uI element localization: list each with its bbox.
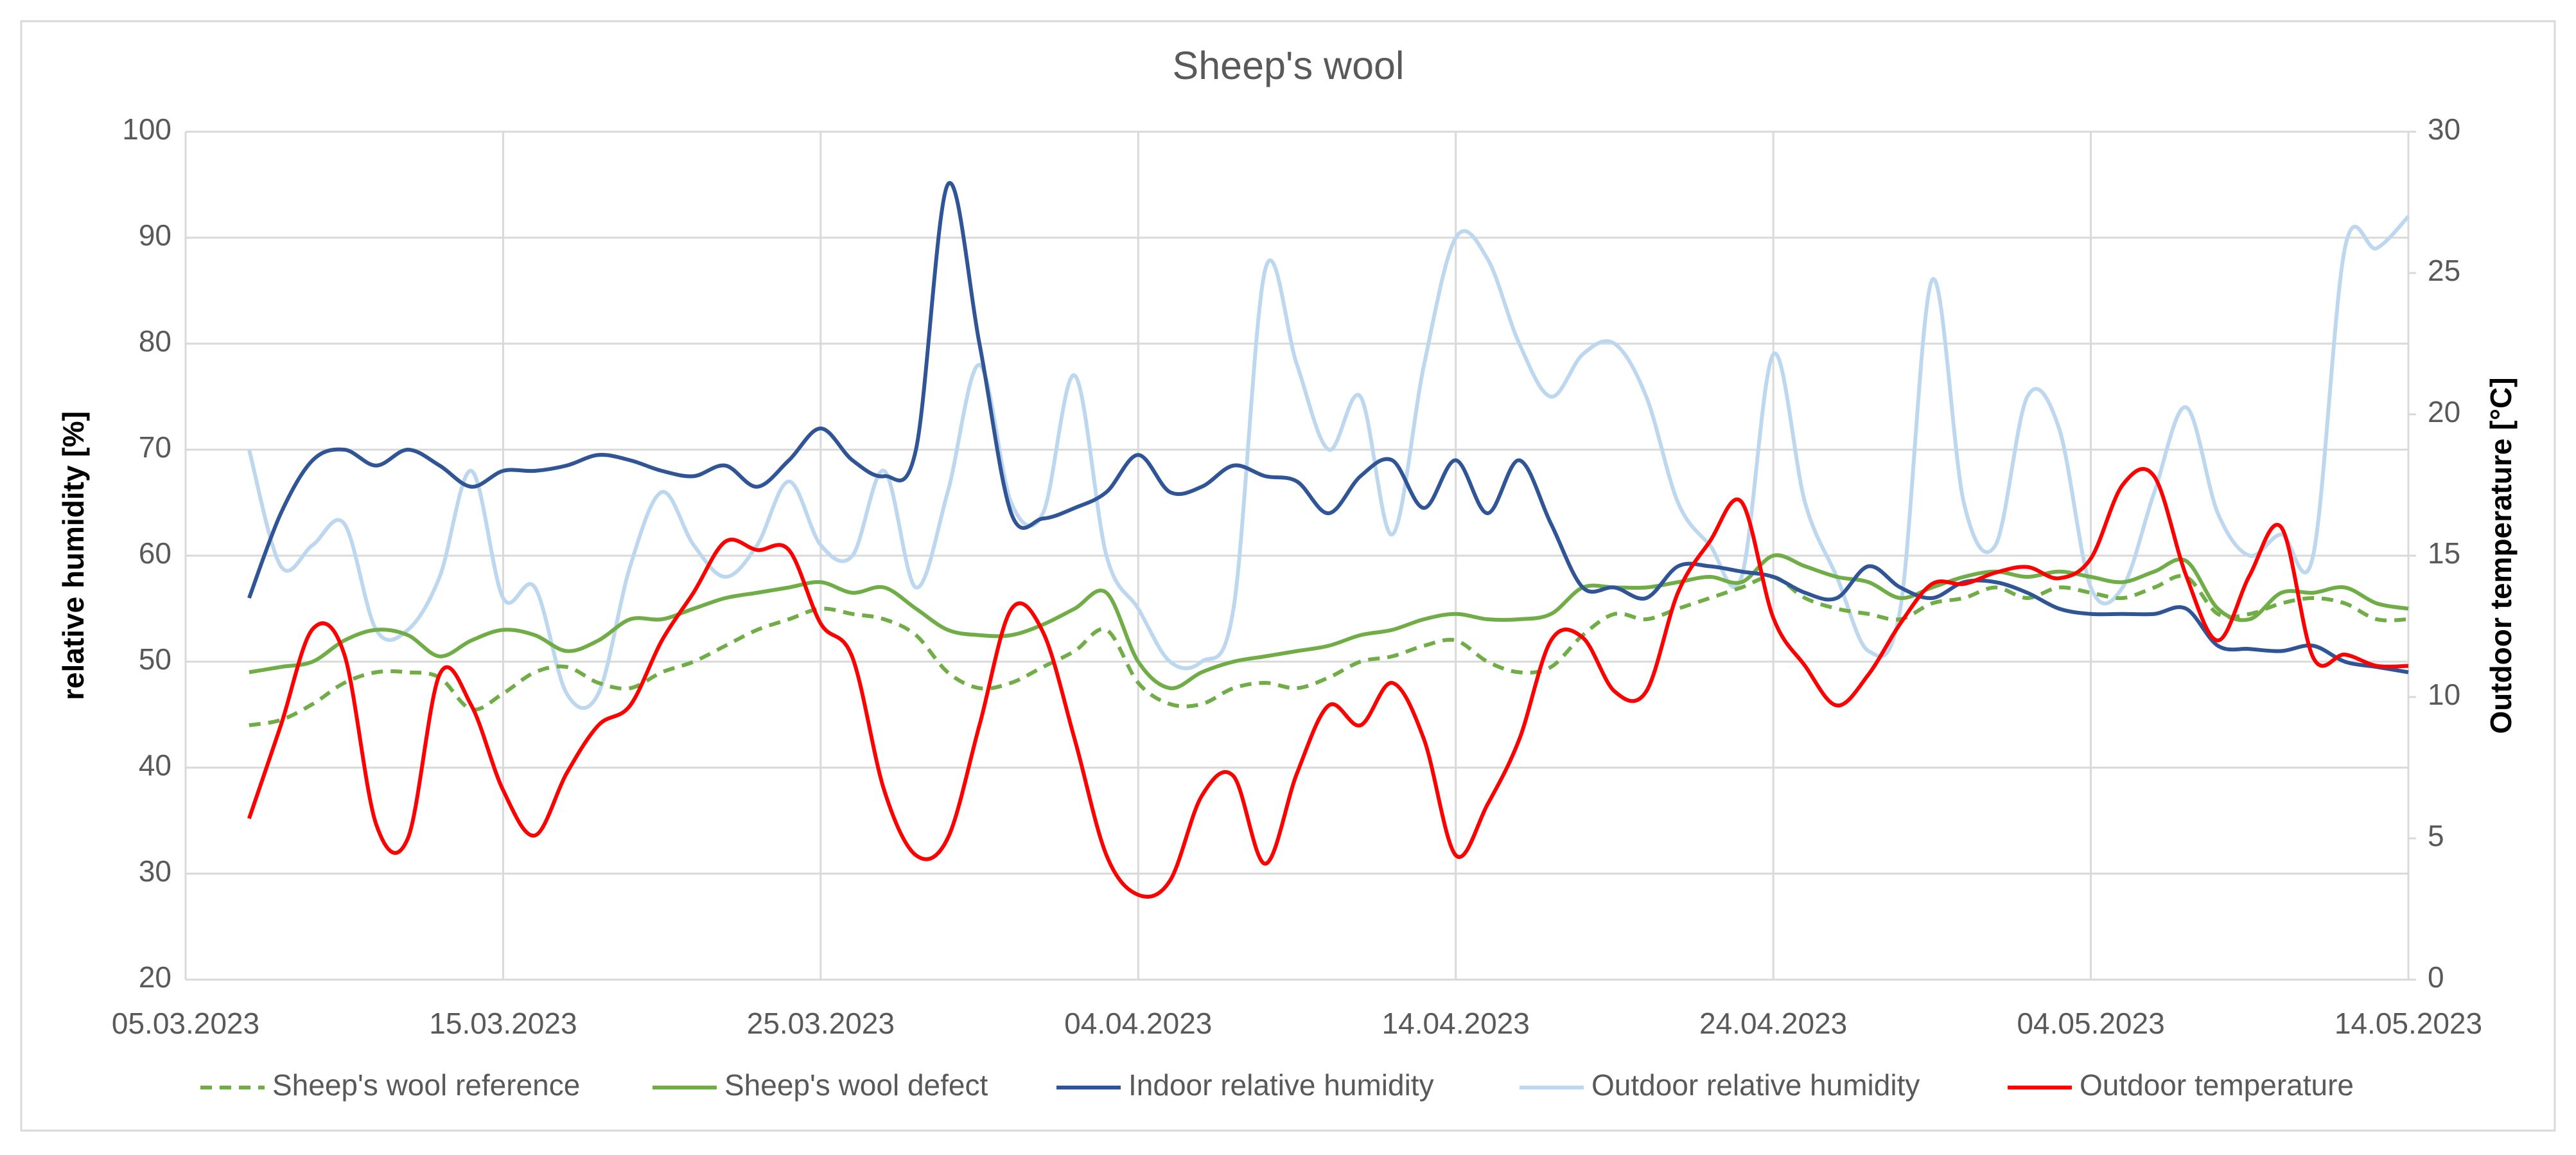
y-tick-label: 30 (139, 854, 171, 888)
series-line (247, 467, 2409, 899)
x-tick-label: 25.03.2023 (747, 1007, 895, 1040)
legend-label: Outdoor relative humidity (1591, 1068, 1920, 1102)
y-tick-label: 50 (139, 642, 171, 676)
chart-border (20, 20, 2556, 1132)
y-tick-label: 80 (139, 324, 171, 358)
x-tick-label: 24.04.2023 (1699, 1007, 1847, 1040)
legend-label: Sheep's wool defect (724, 1068, 988, 1102)
y-tick-label: 20 (139, 960, 171, 994)
series-line (249, 553, 2409, 691)
legend-label: Outdoor temperature (2080, 1068, 2354, 1102)
chart-title: Sheep's wool (1173, 44, 1405, 87)
x-tick-label: 14.04.2023 (1382, 1007, 1530, 1040)
y-tick-label: 90 (139, 218, 171, 252)
legend-label: Indoor relative humidity (1128, 1068, 1434, 1102)
series-line (247, 181, 2409, 674)
x-tick-label: 04.05.2023 (2017, 1007, 2164, 1040)
y2-axis-title: Outdoor temperature [°C] (2484, 377, 2518, 734)
y2-tick-label: 5 (2428, 819, 2444, 852)
y2-tick-label: 0 (2428, 960, 2444, 994)
y-axis-title: relative humidity [%] (57, 411, 90, 700)
y2-tick-label: 15 (2428, 536, 2460, 570)
x-tick-label: 14.05.2023 (2335, 1007, 2482, 1040)
y-tick-label: 60 (139, 536, 171, 570)
y2-tick-label: 25 (2428, 254, 2460, 287)
legend-label: Sheep's wool reference (272, 1068, 580, 1102)
y2-tick-label: 30 (2428, 112, 2460, 146)
x-tick-label: 05.03.2023 (112, 1007, 259, 1040)
x-tick-label: 04.04.2023 (1064, 1007, 1212, 1040)
series-line (249, 574, 2409, 727)
y2-tick-label: 20 (2428, 395, 2460, 428)
x-tick-label: 15.03.2023 (429, 1007, 577, 1040)
series-line (247, 215, 2410, 710)
y-tick-label: 40 (139, 748, 171, 782)
y2-tick-label: 10 (2428, 678, 2460, 711)
y-tick-label: 70 (139, 430, 171, 464)
y-tick-label: 100 (122, 112, 171, 146)
